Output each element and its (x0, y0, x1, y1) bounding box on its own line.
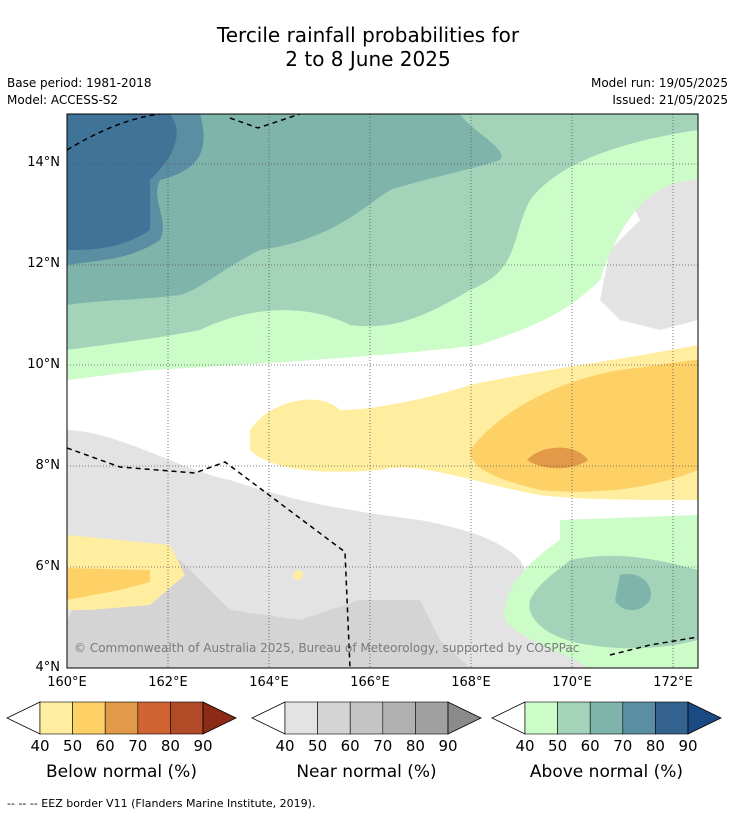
below-tick-60: 60 (95, 737, 115, 755)
above-under-arrow (491, 701, 526, 735)
above-color-bin-3 (622, 701, 656, 735)
below-tick-50: 50 (63, 737, 83, 755)
lon-label-164: 164°E (249, 675, 289, 690)
lon-label-168: 168°E (451, 675, 491, 690)
above-color-bin-1 (557, 701, 591, 735)
above-color-bin-0 (524, 701, 558, 735)
below-color-bin-2 (104, 701, 139, 735)
above-tick-50: 50 (548, 737, 568, 755)
lon-label-166: 166°E (350, 675, 390, 690)
near-tick-70: 70 (373, 737, 393, 755)
above-tick-70: 70 (613, 737, 633, 755)
below-over-arrow (202, 701, 237, 735)
above-over-arrow (687, 701, 722, 735)
lon-label-162: 162°E (148, 675, 188, 690)
below-under-arrow (6, 701, 41, 735)
colorbar-near (251, 701, 482, 735)
above-tick-90: 90 (678, 737, 698, 755)
lon-label-170: 170°E (552, 675, 592, 690)
below-tick-70: 70 (128, 737, 148, 755)
near-tick-90: 90 (438, 737, 458, 755)
lat-label-8: 8°N (35, 458, 61, 473)
above-tick-80: 80 (645, 737, 665, 755)
below-tick-40: 40 (30, 737, 50, 755)
copyright-credit: © Commonwealth of Australia 2025, Bureau… (74, 641, 580, 655)
model-run: Model run: 19/05/2025 (590, 76, 728, 90)
above-color-bin-4 (655, 701, 689, 735)
legend-title-below: Below normal (%) (46, 762, 197, 782)
legend-title-near: Near normal (%) (296, 762, 437, 782)
legend-title-above: Above normal (%) (529, 762, 684, 782)
near-color-bin-4 (415, 701, 449, 735)
near-color-bin-1 (317, 701, 351, 735)
below-tick-80: 80 (160, 737, 180, 755)
colorbar-legends (6, 701, 722, 735)
near-color-bin-2 (349, 701, 384, 735)
issued-date: Issued: 21/05/2025 (612, 93, 728, 107)
lat-label-14: 14°N (27, 155, 60, 170)
map-gridlines (67, 114, 698, 668)
map-frame (66, 113, 699, 669)
base-period: Base period: 1981-2018 (7, 76, 152, 90)
below-color-bin-3 (137, 701, 171, 735)
lat-label-4: 4°N (35, 660, 61, 675)
eez-footnote: -- -- -- EEZ border V11 (Flanders Marine… (7, 797, 316, 810)
above-tick-60: 60 (580, 737, 600, 755)
lat-label-10: 10°N (27, 357, 60, 372)
eez-border (67, 114, 698, 668)
below-color-bin-0 (39, 701, 73, 735)
near-color-bin-0 (284, 701, 318, 735)
above-tick-40: 40 (515, 737, 535, 755)
above-color-bin-2 (589, 701, 624, 735)
near-tick-50: 50 (308, 737, 328, 755)
near-color-bin-3 (382, 701, 416, 735)
near-tick-40: 40 (275, 737, 295, 755)
lat-label-12: 12°N (27, 256, 60, 271)
near-over-arrow (447, 701, 482, 735)
near-under-arrow (251, 701, 286, 735)
colorbar-above (491, 701, 722, 735)
below-color-bin-1 (72, 701, 106, 735)
model-name: Model: ACCESS-S2 (7, 93, 119, 107)
lon-label-172: 172°E (653, 675, 693, 690)
probability-map (66, 113, 699, 669)
map-fields (67, 114, 698, 668)
near-tick-80: 80 (405, 737, 425, 755)
below-tick-90: 90 (193, 737, 213, 755)
colorbar-below (6, 701, 237, 735)
map-title-line1: Tercile rainfall probabilities for (216, 23, 520, 47)
lon-label-160: 160°E (47, 675, 87, 690)
lat-label-6: 6°N (35, 559, 61, 574)
below-color-bin-4 (170, 701, 204, 735)
map-title-line2: 2 to 8 June 2025 (285, 47, 451, 71)
near-tick-60: 60 (340, 737, 360, 755)
